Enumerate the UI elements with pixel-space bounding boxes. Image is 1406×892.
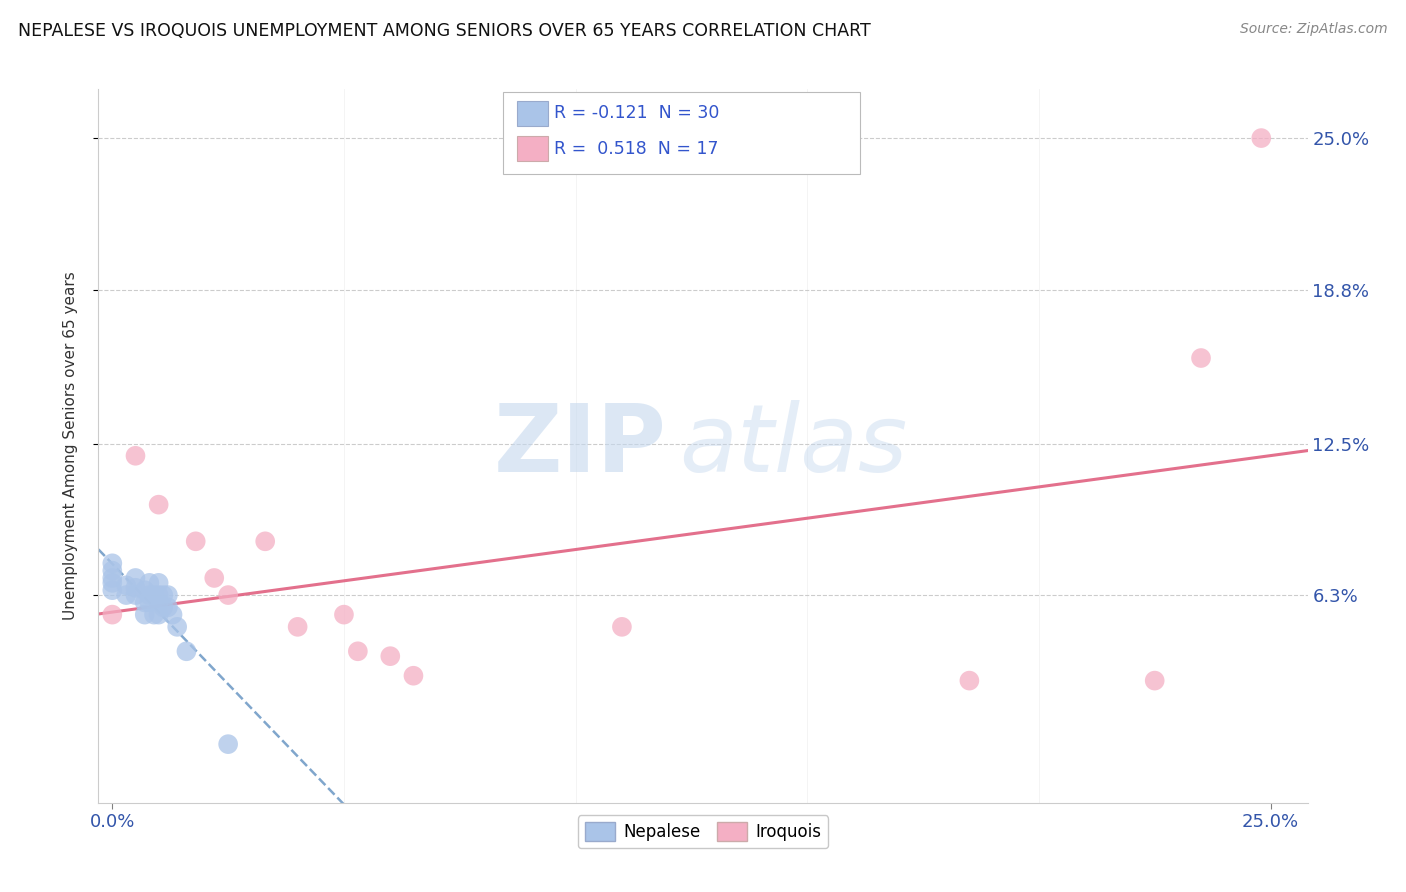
Point <box>148 588 170 602</box>
Point <box>148 607 170 622</box>
Point <box>156 588 179 602</box>
Legend: Nepalese, Iroquois: Nepalese, Iroquois <box>578 815 828 848</box>
Point <box>101 557 124 571</box>
Point <box>380 649 402 664</box>
Point <box>134 595 156 609</box>
Point <box>115 578 138 592</box>
Text: NEPALESE VS IROQUOIS UNEMPLOYMENT AMONG SENIORS OVER 65 YEARS CORRELATION CHART: NEPALESE VS IROQUOIS UNEMPLOYMENT AMONG … <box>18 22 872 40</box>
Point <box>138 595 160 609</box>
Point <box>184 534 207 549</box>
Point <box>101 571 124 585</box>
Point <box>1250 131 1272 145</box>
Point <box>1189 351 1212 365</box>
Point <box>156 600 179 615</box>
Point <box>134 607 156 622</box>
Point <box>957 673 980 688</box>
Point <box>333 607 356 622</box>
Point <box>152 588 174 602</box>
Point <box>124 449 146 463</box>
Point <box>217 737 239 751</box>
Point <box>287 620 309 634</box>
Point <box>148 595 170 609</box>
Point <box>254 534 277 549</box>
Point <box>162 607 184 622</box>
Text: R =  0.518  N = 17: R = 0.518 N = 17 <box>554 140 718 158</box>
Point <box>610 620 633 634</box>
Point <box>148 498 170 512</box>
Point <box>124 571 146 585</box>
Point <box>101 583 124 598</box>
Point <box>124 581 146 595</box>
Point <box>138 575 160 590</box>
Point <box>402 669 425 683</box>
Y-axis label: Unemployment Among Seniors over 65 years: Unemployment Among Seniors over 65 years <box>63 272 77 620</box>
Text: Source: ZipAtlas.com: Source: ZipAtlas.com <box>1240 22 1388 37</box>
Point <box>124 588 146 602</box>
Point <box>166 620 188 634</box>
Point <box>138 588 160 602</box>
Point <box>1143 673 1166 688</box>
Point <box>115 588 138 602</box>
Point <box>152 600 174 615</box>
Text: ZIP: ZIP <box>494 400 666 492</box>
Point <box>347 644 370 658</box>
Point <box>176 644 198 658</box>
Text: atlas: atlas <box>679 401 907 491</box>
Point <box>134 583 156 598</box>
Point <box>143 607 166 622</box>
Point <box>101 575 124 590</box>
Point <box>101 607 124 622</box>
Point <box>143 588 166 602</box>
Text: R = -0.121  N = 30: R = -0.121 N = 30 <box>554 104 720 122</box>
Point <box>148 575 170 590</box>
Point <box>202 571 225 585</box>
Point <box>217 588 239 602</box>
Point <box>101 564 124 578</box>
